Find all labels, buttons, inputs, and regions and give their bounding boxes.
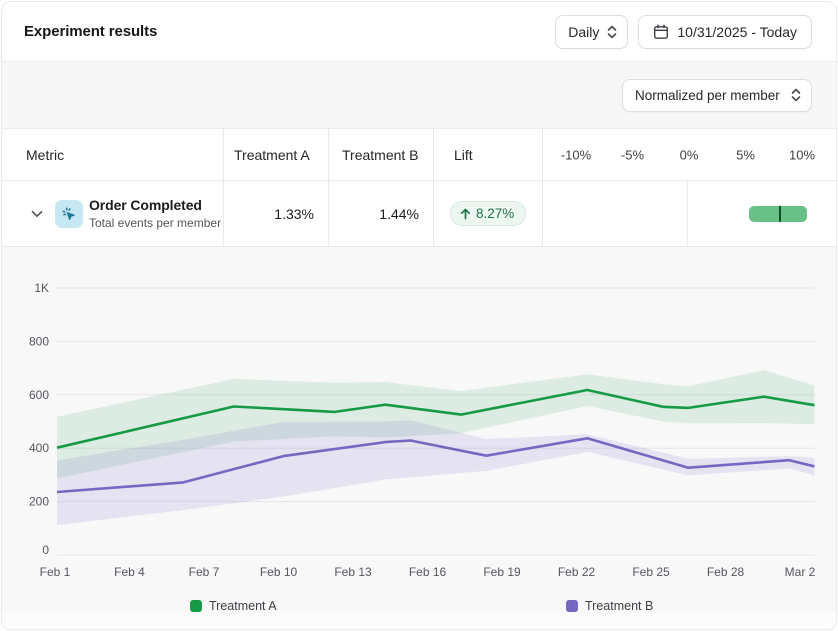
results-line-chart: 0 200 400 600 800 1K Feb 1 Feb 4 Feb 7 Feb 10 Feb … bbox=[2, 247, 836, 629]
metric-texts: Order Completed Total events per member bbox=[89, 198, 221, 229]
lift-value-tick bbox=[779, 205, 782, 222]
y-axis-tick-label: 600 bbox=[29, 388, 49, 402]
legend-swatch-treatment-b bbox=[566, 600, 578, 612]
metric-cell: Order Completed Total events per member bbox=[2, 181, 224, 246]
cursor-click-icon bbox=[55, 199, 83, 228]
series-line-treatment-b bbox=[56, 437, 815, 494]
filter-row: Normalized per member bbox=[2, 62, 836, 129]
y-axis-tick-label: 800 bbox=[29, 334, 49, 348]
normalization-select-value: Normalized per member bbox=[635, 87, 780, 103]
y-axis-tick-label: 400 bbox=[29, 441, 49, 455]
lift-badge-value: 8.27% bbox=[476, 206, 515, 221]
y-axis-tick-label: 1K bbox=[34, 281, 49, 295]
x-axis-tick-label: Feb 28 bbox=[707, 565, 745, 579]
lift-scale-tick-label: -5% bbox=[620, 147, 645, 162]
column-header-treatment-a: Treatment A bbox=[224, 129, 329, 180]
table-header-row: Metric Treatment A Treatment B Lift -10%… bbox=[2, 129, 836, 181]
header-row: Experiment results Daily 10/31/2025 - To… bbox=[2, 2, 836, 62]
lift-zero-line bbox=[687, 181, 688, 246]
x-axis-tick-label: Feb 7 bbox=[189, 565, 220, 579]
metric-description: Total events per member bbox=[89, 216, 222, 230]
lift-scale-tick-label: 0% bbox=[679, 147, 699, 162]
series-line-treatment-a bbox=[56, 388, 815, 449]
legend-label: Treatment A bbox=[209, 599, 277, 613]
arrow-up-icon bbox=[460, 208, 471, 219]
chart-background bbox=[2, 247, 836, 613]
y-axis-tick-label: 200 bbox=[29, 495, 49, 509]
normalization-select[interactable]: Normalized per member bbox=[622, 78, 812, 112]
lift-confidence-bar[interactable] bbox=[749, 205, 807, 222]
date-range-button[interactable]: 10/31/2025 - Today bbox=[638, 14, 812, 49]
lift-scale-tick-label: -10% bbox=[560, 147, 592, 162]
column-header-treatment-b: Treatment B bbox=[329, 129, 434, 180]
x-axis-tick-label: Feb 25 bbox=[632, 565, 670, 579]
column-header-lift: Lift bbox=[434, 129, 543, 180]
column-header-metric: Metric bbox=[2, 129, 224, 180]
chart-footer-strip bbox=[2, 613, 836, 629]
legend-label: Treatment B bbox=[585, 599, 653, 613]
x-axis-tick-label: Feb 16 bbox=[409, 565, 447, 579]
chevron-down-icon[interactable] bbox=[29, 207, 44, 221]
treatment-a-value: 1.33% bbox=[224, 181, 329, 246]
results-chart: 0 200 400 600 800 1K Feb 1 Feb 4 Feb 7 Feb 10 Feb … bbox=[2, 247, 836, 629]
x-axis-tick-label: Mar 2 bbox=[785, 565, 816, 579]
metric-name: Order Completed bbox=[89, 197, 202, 213]
x-axis-tick-label: Feb 22 bbox=[558, 565, 596, 579]
lift-scale-tick-label: 10% bbox=[788, 147, 816, 162]
legend-swatch-treatment-a bbox=[190, 600, 202, 612]
x-axis-tick-label: Feb 4 bbox=[114, 565, 145, 579]
granularity-select-value: Daily bbox=[568, 23, 600, 40]
date-range-label: 10/31/2025 - Today bbox=[677, 23, 797, 40]
lift-scale-header: -10% -5% 0% 5% 10% bbox=[543, 129, 836, 180]
lift-scale-cell bbox=[543, 181, 836, 246]
granularity-select[interactable]: Daily bbox=[555, 14, 629, 49]
x-axis-tick-label: Feb 19 bbox=[483, 565, 521, 579]
page-title: Experiment results bbox=[24, 23, 158, 40]
y-axis-tick-label: 0 bbox=[42, 543, 49, 557]
lift-badge: 8.27% bbox=[450, 201, 527, 226]
results-table: Metric Treatment A Treatment B Lift -10%… bbox=[2, 129, 836, 247]
confidence-band-treatment-b bbox=[57, 420, 815, 526]
x-axis-tick-label: Feb 13 bbox=[334, 565, 372, 579]
chevron-up-down-icon bbox=[607, 24, 617, 40]
x-axis-tick-label: Feb 1 bbox=[40, 565, 71, 579]
table-row[interactable]: Order Completed Total events per member … bbox=[2, 181, 836, 247]
lift-cell: 8.27% bbox=[434, 181, 543, 246]
x-axis-tick-label: Feb 10 bbox=[260, 565, 298, 579]
treatment-b-value: 1.44% bbox=[329, 181, 434, 246]
lift-scale-tick-label: 5% bbox=[736, 147, 755, 162]
calendar-icon bbox=[653, 24, 669, 40]
chevron-up-down-icon bbox=[791, 87, 801, 103]
